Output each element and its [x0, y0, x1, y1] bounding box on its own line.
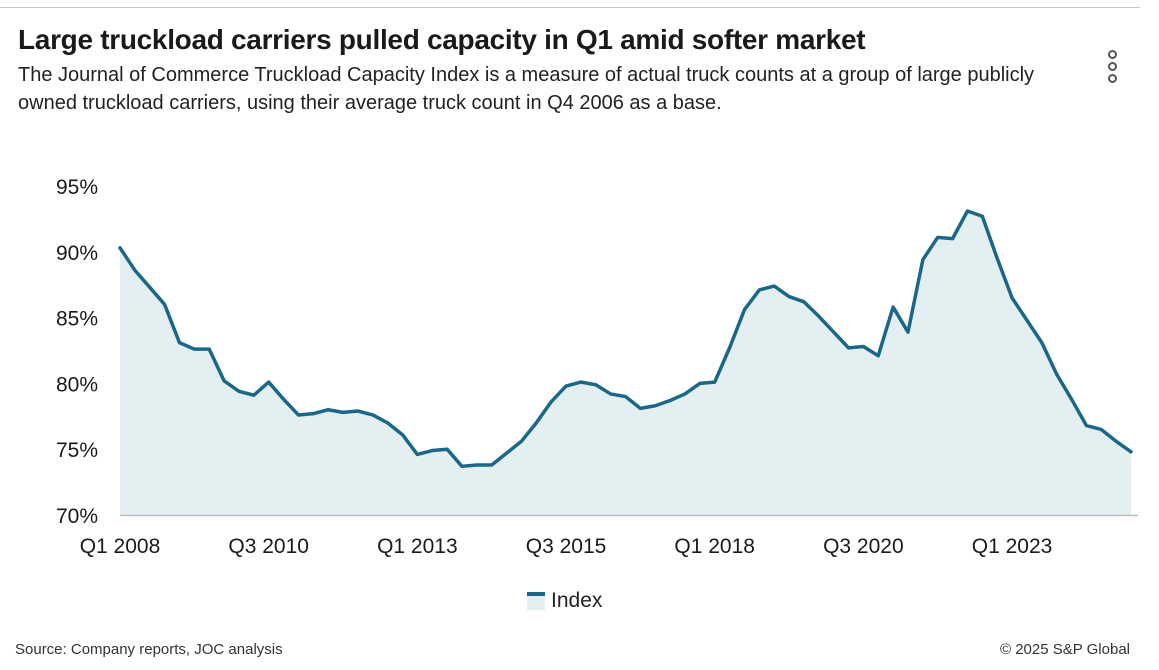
y-tick-label: 70% — [56, 505, 98, 528]
menu-dot — [1108, 74, 1117, 83]
top-rule — [0, 7, 1140, 8]
legend-label: Index — [551, 589, 603, 612]
y-tick-label: 90% — [56, 242, 98, 265]
x-tick-label: Q1 2023 — [972, 535, 1053, 558]
index-area — [120, 211, 1131, 515]
y-axis: 70% 75% 80% 85% 90% 95% — [56, 176, 98, 528]
menu-dot — [1108, 50, 1117, 59]
y-tick-label: 85% — [56, 308, 98, 331]
x-tick-label: Q3 2010 — [228, 535, 309, 558]
x-tick-label: Q3 2015 — [526, 535, 607, 558]
y-tick-label: 80% — [56, 373, 98, 396]
legend[interactable]: Index — [527, 589, 602, 613]
x-axis: Q1 2008 Q3 2010 Q1 2013 Q3 2015 Q1 2018 Q3 20… — [80, 535, 1053, 558]
source-note: Source: Company reports, JOC analysis — [15, 641, 283, 658]
chart-subtitle: The Journal of Commerce Truckload Capaci… — [18, 64, 1035, 114]
copyright: © 2025 S&P Global — [999, 641, 1130, 658]
index-line — [118, 209, 1133, 469]
x-tick-label: Q3 2020 — [823, 535, 904, 558]
more-options-icon[interactable] — [1101, 48, 1123, 88]
y-tick-label: 95% — [56, 176, 98, 199]
y-tick-label: 75% — [56, 439, 98, 462]
x-tick-label: Q1 2018 — [674, 535, 755, 558]
x-tick-label: Q1 2013 — [377, 535, 458, 558]
chart-title: Large truckload carriers pulled capacity… — [18, 24, 866, 55]
legend-swatch — [527, 592, 545, 610]
x-tick-label: Q1 2008 — [80, 535, 161, 558]
menu-dot — [1108, 62, 1117, 71]
